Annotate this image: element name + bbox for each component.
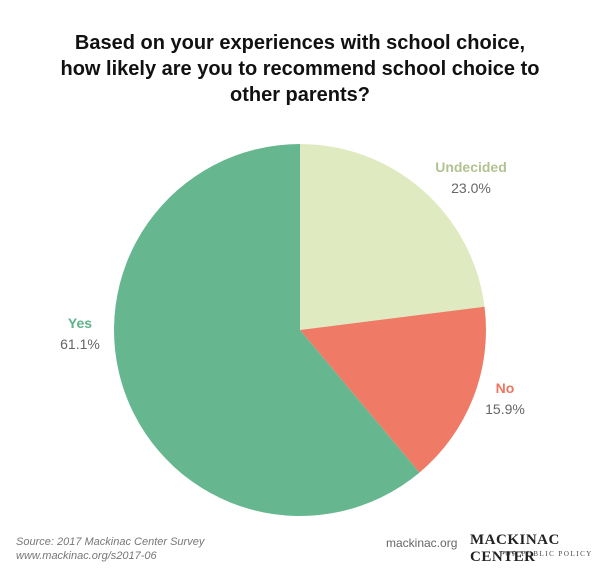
slice-label: Yes — [68, 315, 92, 331]
source: Source: 2017 Mackinac Center Survey — [16, 536, 205, 548]
chart-title: Based on your experiences with school ch… — [60, 32, 540, 106]
logo-subtitle: FOR PUBLIC POLICY — [500, 550, 593, 558]
slice-value: 61.1% — [60, 336, 100, 352]
slice-label: No — [496, 380, 515, 396]
source-url: www.mackinac.org/s2017-06 — [16, 550, 157, 562]
slice-value: 15.9% — [485, 401, 525, 417]
logo: MACKINAC CENTER — [470, 532, 560, 565]
pie-slice — [113, 144, 420, 516]
slice-label: Undecided — [435, 159, 507, 175]
site: mackinac.org — [386, 536, 458, 550]
slice-value: 23.0% — [451, 180, 491, 196]
pie-slice — [300, 306, 486, 473]
pie-slice — [300, 144, 485, 330]
